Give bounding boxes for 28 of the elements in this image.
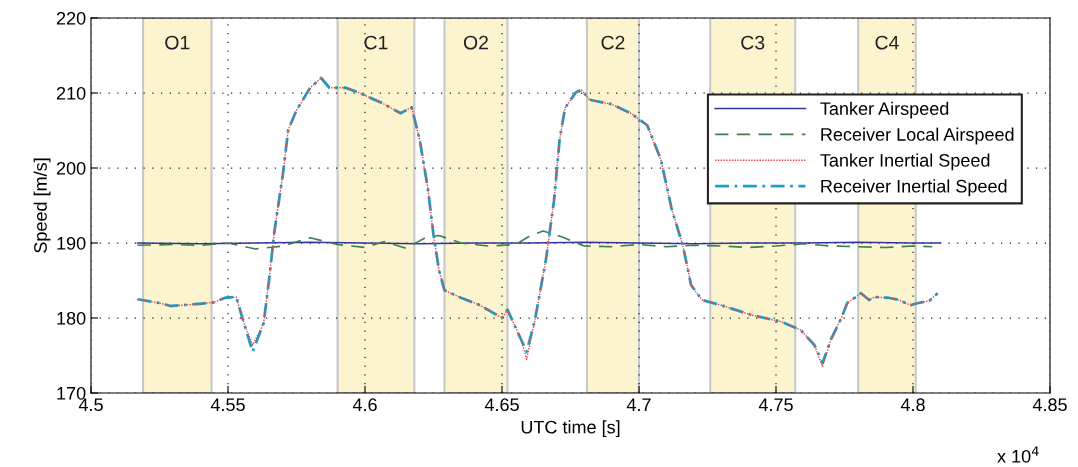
legend-label: Tanker Inertial Speed <box>820 153 990 171</box>
x-tick-label: 4.55 <box>210 398 245 412</box>
y-tick-label: 190 <box>57 236 86 250</box>
y-tick-label: 180 <box>57 311 86 325</box>
band-label: O2 <box>463 35 488 50</box>
band-label: O1 <box>165 35 190 50</box>
y-tick-label: 170 <box>57 386 86 400</box>
x-tick-label: 4.7 <box>626 398 651 411</box>
legend-label: Tanker Airspeed <box>820 101 949 119</box>
y-tick-label: 210 <box>56 86 86 100</box>
band-label: C3 <box>741 35 765 50</box>
line-series <box>136 230 934 250</box>
band-label: C2 <box>601 35 625 50</box>
x-tick-label: 4.85 <box>1032 398 1067 412</box>
x-tick-label: 4.75 <box>758 398 793 412</box>
x-tick-label: 4.5 <box>78 398 103 412</box>
legend-label: Receiver Local Airspeed <box>821 127 1014 145</box>
legend-label: Receiver Inertial Speed <box>821 179 1007 197</box>
x-tick-label: 4.8 <box>900 398 925 412</box>
x-tick-label: 4.6 <box>352 398 377 412</box>
text: x 10$^{4}$ <box>997 446 1039 463</box>
band-label: C1 <box>364 35 388 50</box>
y-axis-title: Speed [m/s] <box>33 158 51 253</box>
y-tick-label: 200 <box>56 161 86 175</box>
x-tick-label: 4.65 <box>484 398 519 412</box>
band-label: C4 <box>875 35 899 50</box>
y-tick-label: 220 <box>56 11 86 25</box>
x-axis-title: UTC time [s] <box>521 420 620 438</box>
